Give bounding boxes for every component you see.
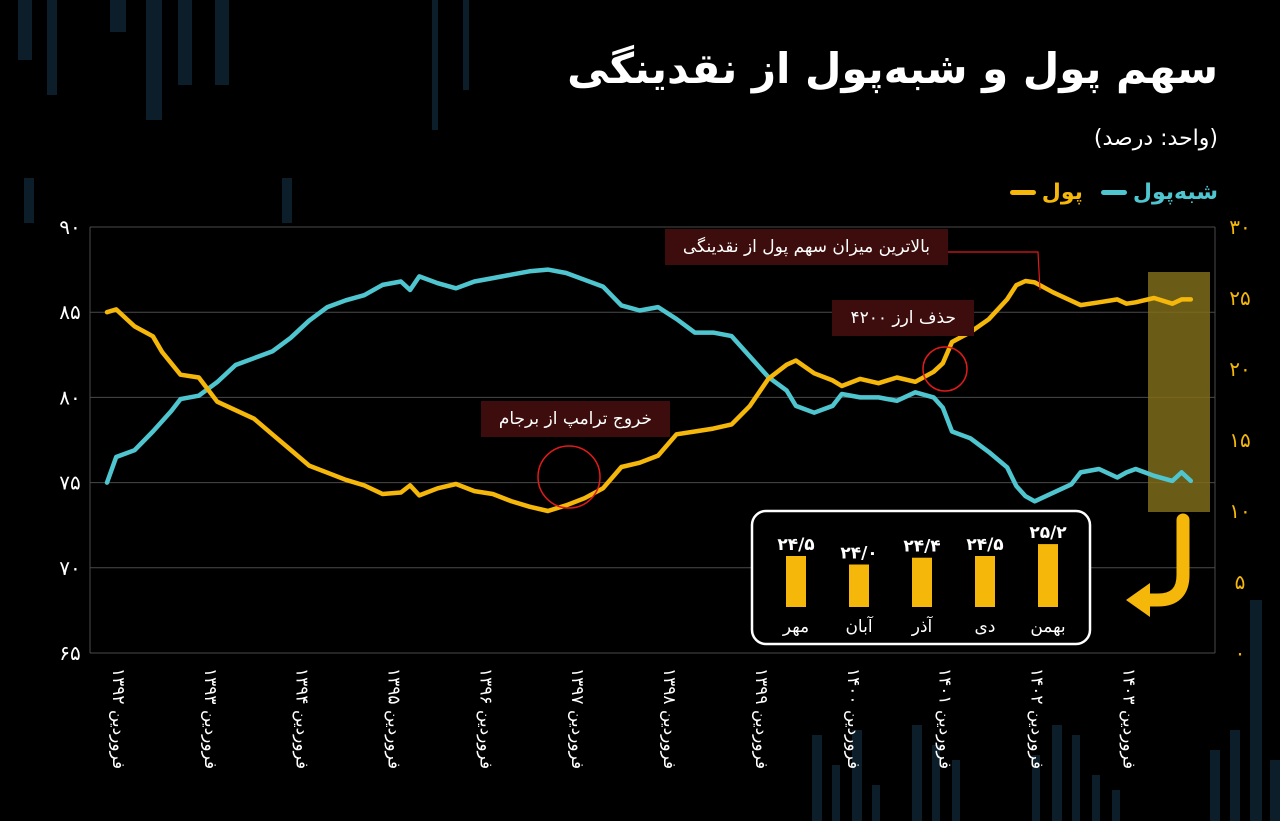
inset-category-label: آبان xyxy=(845,615,873,637)
x-axis-tick-label: فروردین ۱۴۰۰ xyxy=(843,668,863,769)
inset-bar-value-label: ۲۴/۴ xyxy=(903,537,940,557)
inset-category-label: بهمن xyxy=(1030,617,1065,637)
event-markers xyxy=(537,251,1041,509)
unit-label: (واحد: درصد) xyxy=(1093,126,1218,151)
inset-bar xyxy=(1038,544,1058,607)
arrow-to-inset xyxy=(1140,513,1190,607)
x-axis: فروردین ۱۳۹۲ فروردین ۱۳۹۳ فروردین ۱۳۹۴ فرور… xyxy=(108,668,1138,769)
left-axis-tick-label: ۹۰ xyxy=(59,215,80,239)
background-bar xyxy=(47,0,57,95)
inset-bar xyxy=(849,564,869,607)
series-line-money xyxy=(104,278,1194,514)
inset-bar-value-label: ۲۴/۵ xyxy=(777,535,814,555)
x-axis-tick-label: فروردین ۱۴۰۲ xyxy=(1026,668,1046,769)
inset-bar-chart: ۲۴/۵ مهر ۲۴/۰ آبان ۲۴/۴ آذر ۲۴/۵ دی ۲۵/۲ بهمن xyxy=(750,509,1092,646)
background-bar xyxy=(1250,600,1262,821)
background-bar xyxy=(812,735,822,821)
inset-bar-value-label: ۲۴/۵ xyxy=(966,535,1003,555)
right-axis-tick-label: ۳۰ xyxy=(1229,215,1250,239)
legend-swatch-money xyxy=(1009,190,1036,195)
inset-bar xyxy=(786,556,806,607)
inset-category-label: دی xyxy=(975,617,996,637)
inset-category-label: آذر xyxy=(911,615,934,637)
background-bar xyxy=(215,0,229,85)
x-axis-tick-label: فروردین ۱۴۰۱ xyxy=(935,668,955,769)
background-bar xyxy=(18,0,32,60)
right-axis-tick-label: ۲۰ xyxy=(1229,357,1250,381)
left-axis-tick-label: ۷۵ xyxy=(59,471,80,495)
background-bar xyxy=(1032,755,1040,821)
peak-leader-line xyxy=(948,251,1041,291)
x-axis-tick-label: فروردین ۱۳۹۳ xyxy=(200,668,220,769)
right-axis: ۳۰ ۲۵ ۲۰ ۱۵ ۱۰ ۵ ۰ xyxy=(1229,215,1250,665)
background-bar xyxy=(178,0,192,85)
background-bar xyxy=(932,745,940,821)
background-bar xyxy=(1052,725,1062,821)
inset-bar-value-label: ۲۵/۲ xyxy=(1029,523,1067,543)
trump-exit-marker-circle xyxy=(537,445,601,509)
series-lines xyxy=(104,267,1194,514)
background-bar xyxy=(432,0,438,130)
right-axis-tick-label: ۰ xyxy=(1235,641,1246,665)
x-axis-tick-label: فروردین ۱۳۹۲ xyxy=(108,668,128,769)
background-bar xyxy=(1092,775,1100,821)
trump-exit-annotation: خروج ترامپ از برجام xyxy=(480,401,670,437)
left-axis: ۹۰ ۸۵ ۸۰ ۷۵ ۷۰ ۶۵ xyxy=(59,215,80,665)
legend-item-money: پول xyxy=(1009,180,1083,205)
x-axis-tick-label: فروردین ۱۳۹۵ xyxy=(384,668,404,769)
background-bar xyxy=(1072,735,1080,821)
x-axis-tick-label: فروردین ۱۳۹۹ xyxy=(751,668,771,769)
series-line-quasi-money xyxy=(104,267,1194,504)
currency-removal-marker-circle xyxy=(922,346,968,392)
right-axis-tick-label: ۱۰ xyxy=(1229,499,1250,523)
background-bar xyxy=(832,765,840,821)
background-bar xyxy=(1210,750,1220,821)
left-axis-tick-label: ۸۵ xyxy=(59,300,80,324)
background-bar xyxy=(1230,730,1240,821)
currency-removal-annotation: حذف ارز ۴۲۰۰ xyxy=(832,300,974,336)
right-axis-tick-label: ۵ xyxy=(1235,570,1246,594)
x-axis-tick-label: فروردین ۱۳۹۶ xyxy=(475,668,495,769)
background-bar xyxy=(912,725,922,821)
background-bar xyxy=(282,178,292,223)
right-axis-tick-label: ۲۵ xyxy=(1229,286,1250,310)
inset-bar xyxy=(975,556,995,607)
background-bar xyxy=(952,760,960,821)
legend-label-money: پول xyxy=(1041,180,1083,205)
legend: شبه‌پول پول xyxy=(1009,180,1218,205)
peak-annotation: بالاترین میزان سهم پول از نقدینگی xyxy=(664,229,948,265)
background-bar xyxy=(1270,760,1280,821)
right-axis-tick-label: ۱۵ xyxy=(1229,428,1250,452)
inset-bar xyxy=(912,557,932,607)
background-bar xyxy=(24,178,34,223)
background-bar xyxy=(872,785,880,821)
inset-category-label: مهر xyxy=(782,617,809,637)
legend-swatch-quasi-money xyxy=(1100,190,1127,195)
background-bar xyxy=(146,0,162,120)
background-bar xyxy=(1112,790,1120,821)
left-axis-tick-label: ۷۰ xyxy=(59,556,80,580)
chart-title: سهم پول و شبه‌پول از نقدینگی xyxy=(567,44,1218,93)
legend-label-quasi-money: شبه‌پول xyxy=(1132,180,1218,205)
left-axis-tick-label: ۶۵ xyxy=(59,641,80,665)
arrow-head xyxy=(1126,583,1150,617)
background-bar xyxy=(110,0,126,32)
left-axis-tick-label: ۸۰ xyxy=(59,385,80,409)
background-bar xyxy=(463,0,469,90)
inset-bar-value-label: ۲۴/۰ xyxy=(840,544,877,564)
x-axis-tick-label: فروردین ۱۳۹۷ xyxy=(567,668,587,769)
x-axis-tick-label: فروردین ۱۴۰۳ xyxy=(1118,668,1138,769)
background-bar xyxy=(852,730,862,821)
legend-item-quasi-money: شبه‌پول xyxy=(1100,180,1218,205)
x-axis-tick-label: فروردین ۱۳۹۴ xyxy=(292,668,312,769)
x-axis-tick-label: فروردین ۱۳۹۸ xyxy=(659,668,679,769)
